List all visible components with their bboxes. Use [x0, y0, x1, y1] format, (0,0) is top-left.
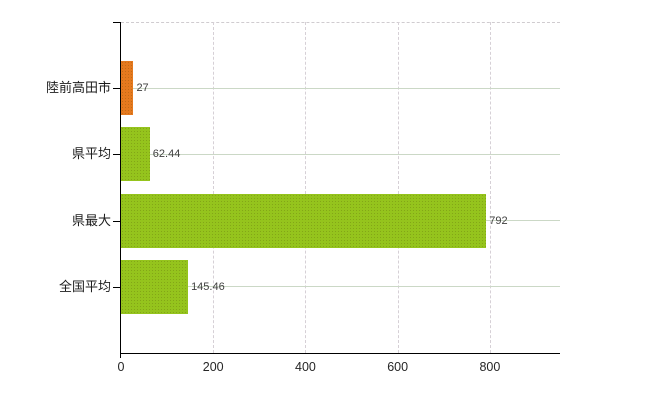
x-tick-label: 400 [295, 360, 316, 374]
category-label: 全国平均 [58, 278, 111, 294]
x-gridline [489, 22, 491, 353]
x-tick-label: 200 [202, 360, 224, 374]
bar-value-label: 792 [489, 214, 508, 227]
plot-top-border [121, 22, 560, 23]
x-axis-line [120, 353, 560, 354]
y-axis-tick [113, 154, 121, 156]
y-axis-tick [113, 220, 121, 222]
bar [121, 127, 150, 182]
category-label: 陸前高田市 [45, 80, 111, 96]
y-axis-tick [113, 22, 121, 23]
bar-value-label: 27 [136, 82, 149, 95]
x-tick-label: 0 [117, 360, 125, 374]
bar [121, 193, 487, 248]
bar-value-label: 145.46 [191, 280, 225, 293]
y-axis-line [120, 22, 121, 358]
x-gridline [305, 22, 307, 353]
y-axis-tick [113, 286, 121, 288]
y-gridline [121, 153, 560, 155]
category-label: 県最大 [71, 212, 111, 228]
y-gridline [121, 286, 560, 288]
bar [121, 61, 134, 116]
y-axis-tick [113, 88, 121, 90]
x-tick-label: 800 [479, 360, 501, 374]
x-tick-label: 600 [387, 360, 409, 374]
y-gridline [121, 87, 560, 89]
bar [121, 259, 189, 314]
plot-area: 27 62.44 792 145.46 [121, 22, 560, 353]
x-gridline [397, 22, 399, 353]
x-gridline [213, 22, 215, 353]
category-label: 県平均 [71, 146, 111, 162]
bar-value-label: 62.44 [152, 148, 181, 161]
